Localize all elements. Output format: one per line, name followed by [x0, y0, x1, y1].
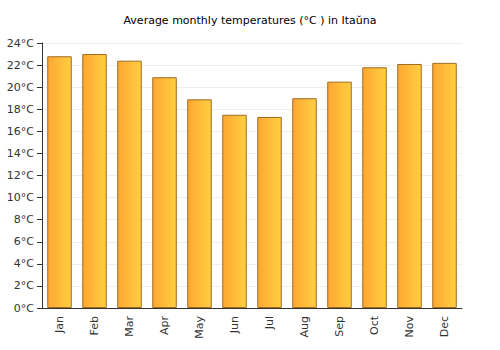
- svg-text:Dec: Dec: [438, 316, 451, 337]
- svg-text:May: May: [193, 316, 206, 339]
- svg-text:20°C: 20°C: [7, 81, 34, 94]
- svg-text:16°C: 16°C: [7, 125, 34, 138]
- svg-text:0°C: 0°C: [14, 302, 34, 315]
- svg-text:Aug: Aug: [298, 316, 311, 337]
- svg-text:18°C: 18°C: [7, 103, 34, 116]
- svg-text:24°C: 24°C: [7, 37, 34, 50]
- svg-text:2°C: 2°C: [14, 279, 34, 292]
- svg-text:Oct: Oct: [368, 315, 381, 335]
- svg-text:14°C: 14°C: [7, 147, 34, 160]
- svg-text:Feb: Feb: [88, 316, 101, 335]
- svg-text:Apr: Apr: [158, 316, 171, 336]
- svg-text:12°C: 12°C: [7, 169, 34, 182]
- svg-text:Mar: Mar: [123, 316, 136, 337]
- svg-text:Jan: Jan: [53, 316, 66, 334]
- svg-text:Nov: Nov: [403, 316, 416, 338]
- svg-text:6°C: 6°C: [14, 235, 34, 248]
- svg-text:Jun: Jun: [228, 316, 241, 334]
- svg-text:Average monthly temperatures (: Average monthly temperatures (°C ) in It…: [123, 14, 376, 27]
- svg-text:22°C: 22°C: [7, 59, 34, 72]
- svg-text:Sep: Sep: [333, 316, 346, 337]
- svg-text:10°C: 10°C: [7, 191, 34, 204]
- svg-text:Jul: Jul: [263, 316, 276, 330]
- svg-text:8°C: 8°C: [14, 213, 34, 226]
- svg-text:4°C: 4°C: [14, 257, 34, 270]
